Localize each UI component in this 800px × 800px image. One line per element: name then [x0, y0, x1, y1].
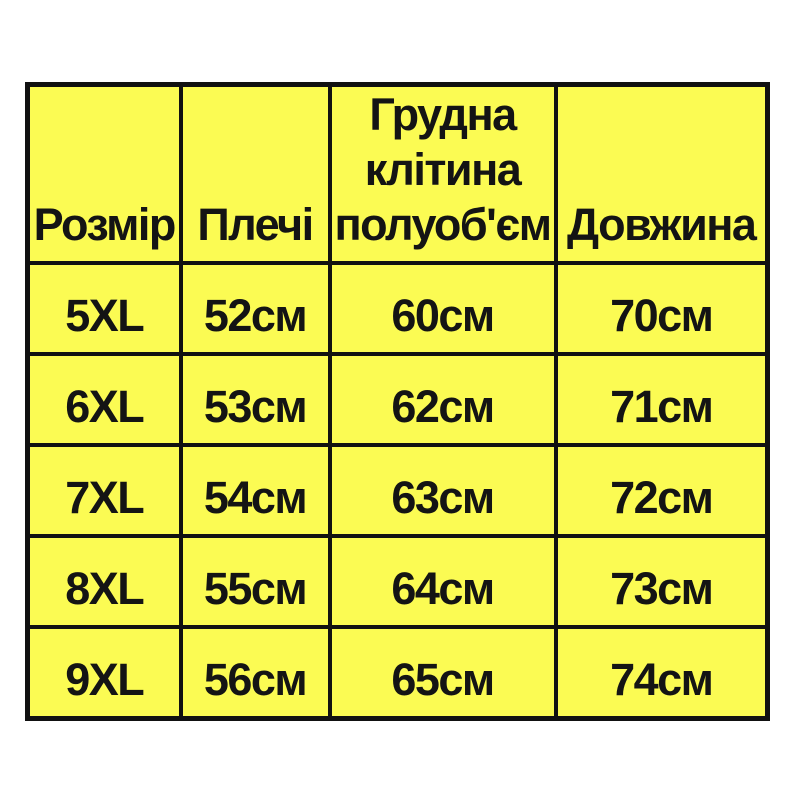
header-cell-size: Розмір: [25, 82, 183, 265]
table-row: 8XL 55см 64см 73см: [25, 534, 770, 629]
table-cell: 53см: [178, 352, 332, 447]
table-cell: 74см: [553, 625, 770, 720]
table-row: 6XL 53см 62см 71см: [25, 352, 770, 447]
size-chart-table: Розмір Плечі Грудна клітина полуоб'єм До…: [25, 82, 770, 721]
table-row: 9XL 56см 65см 74см: [25, 625, 770, 720]
table-cell: 7XL: [25, 443, 183, 538]
header-cell-shoulders: Плечі: [178, 82, 332, 265]
table-cell: 62см: [327, 352, 558, 447]
table-row: 5XL 52см 60см 70см: [25, 261, 770, 356]
table-cell: 55см: [178, 534, 332, 629]
table-cell: 72см: [553, 443, 770, 538]
table-cell: 60см: [327, 261, 558, 356]
table-header-row: Розмір Плечі Грудна клітина полуоб'єм До…: [25, 82, 770, 265]
table-cell: 70см: [553, 261, 770, 356]
table-cell: 6XL: [25, 352, 183, 447]
header-cell-length: Довжина: [553, 82, 770, 265]
table-cell: 54см: [178, 443, 332, 538]
table-cell: 52см: [178, 261, 332, 356]
table-cell: 73см: [553, 534, 770, 629]
table-row: 7XL 54см 63см 72см: [25, 443, 770, 538]
header-cell-chest: Грудна клітина полуоб'єм: [327, 82, 558, 265]
table-cell: 5XL: [25, 261, 183, 356]
table-cell: 64см: [327, 534, 558, 629]
table-cell: 63см: [327, 443, 558, 538]
table-cell: 65см: [327, 625, 558, 720]
table-cell: 8XL: [25, 534, 183, 629]
table-cell: 71см: [553, 352, 770, 447]
table-cell: 9XL: [25, 625, 183, 720]
table-cell: 56см: [178, 625, 332, 720]
